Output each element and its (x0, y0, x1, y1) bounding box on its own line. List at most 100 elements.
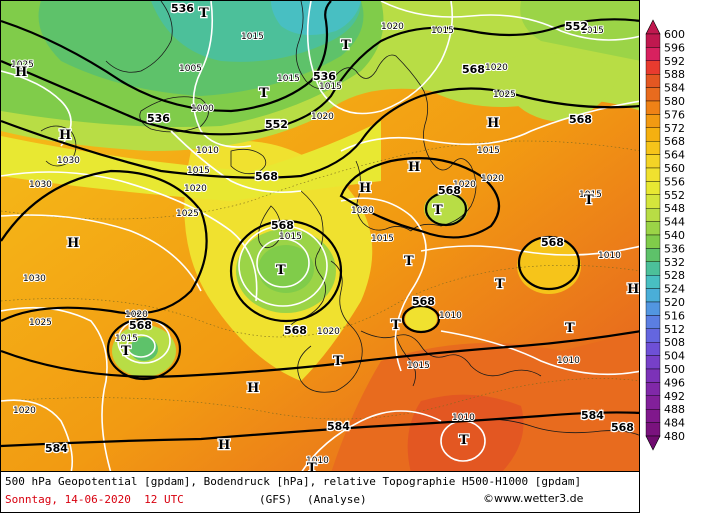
low-poland (424, 192, 468, 226)
legend-value: 536 (664, 242, 685, 255)
legend-value: 560 (664, 162, 685, 175)
topo-line-3 (1, 378, 639, 420)
legend-value: 488 (664, 403, 685, 416)
geopotential-label: 536 (147, 112, 170, 125)
contour-568-biscay (229, 219, 343, 323)
isobar-1020-sw (1, 399, 74, 471)
isobar-1020-north (170, 130, 302, 194)
low-pressure-symbol: T (333, 354, 343, 369)
isobar-1015-biscay (256, 238, 310, 288)
weather-map: 1015 1015 1015 1015 1015 1005 1000 1010 … (0, 0, 640, 472)
high-pressure-symbol: H (59, 128, 71, 143)
geopotential-label: 568 (462, 63, 485, 76)
map-footer: 500 hPa Geopotential [gpdam], Bodendruck… (0, 472, 640, 513)
pressure-label: 1010 (557, 356, 580, 366)
legend-swatch (645, 207, 661, 222)
legend-swatch (645, 47, 661, 62)
geopotential-label-group: 536 536 536 552 552 568 568 568 568 568 … (44, 1, 635, 456)
legend-value: 600 (664, 28, 685, 41)
geopotential-label: 552 (265, 118, 288, 131)
contour-584 (1, 411, 639, 448)
legend-value: 492 (664, 390, 685, 403)
legend-value: 584 (664, 82, 685, 95)
isobar-1015-scand (306, 1, 454, 115)
coast-scandinavia-west (295, 1, 422, 89)
low-pressure-symbol: T (307, 461, 317, 472)
isobar-1010-north (192, 1, 252, 148)
high-pressure-symbol: H (15, 65, 27, 80)
legend-value: 564 (664, 149, 685, 162)
low-balkans (405, 307, 437, 331)
isobar-1025-east (340, 100, 639, 152)
geopotential-label: 568 (129, 319, 152, 332)
pressure-label: 1015 (477, 146, 500, 156)
geopotential-label: 568 (438, 184, 461, 197)
geopotential-label: 552 (565, 20, 588, 33)
isobar-1015-central (340, 197, 427, 372)
isobar-1015-low (126, 334, 156, 358)
legend-swatch (645, 127, 661, 142)
coast-greenland-east (105, 1, 173, 73)
cool-corner-northeast (520, 1, 639, 61)
topography-lines (1, 140, 639, 420)
legend-value: 508 (664, 336, 685, 349)
legend-value: 572 (664, 122, 685, 135)
pressure-label: 1015 (115, 334, 138, 344)
pressure-label-group: 1015 1015 1015 1015 1015 1005 1000 1010 … (10, 21, 622, 467)
pressure-label: 1010 (598, 251, 621, 261)
low-pressure-symbol: T (199, 6, 209, 21)
model-name: (GFS) (259, 493, 293, 506)
legend-swatch (645, 167, 661, 182)
website-credit[interactable]: ©www.wetter3.de (483, 492, 584, 505)
legend-swatch (645, 368, 661, 383)
pressure-label: 1030 (57, 156, 80, 166)
legend-swatch (645, 73, 661, 88)
legend-value: 484 (664, 417, 685, 430)
low-pressure-symbol: T (565, 321, 575, 336)
legend-value: 576 (664, 108, 685, 121)
contour-576-south (1, 330, 639, 378)
pressure-label: 1000 (191, 104, 214, 114)
legend-swatch (645, 114, 661, 129)
isobar-1010-east (440, 330, 639, 376)
pressure-label: 1030 (29, 180, 52, 190)
low-pressure-symbol: T (404, 254, 414, 269)
geopotential-label: 584 (327, 420, 350, 433)
legend-value: 540 (664, 229, 685, 242)
pressure-label: 1015 (319, 82, 342, 92)
pressure-label: 1015 (407, 361, 430, 371)
pressure-label: 1010 (439, 311, 462, 321)
legend-value: 544 (664, 216, 685, 229)
high-pressure-symbol: H (67, 236, 79, 251)
isobar-1020-biscay (238, 225, 328, 307)
coast-iceland (139, 96, 209, 133)
pressure-label: 1010 (452, 413, 475, 423)
pressure-label: 1010 (306, 456, 329, 466)
pressure-label: 1005 (179, 64, 202, 74)
legend-swatch (645, 100, 661, 115)
legend-arrow-top (645, 19, 661, 35)
low-pressure-symbol: T (276, 263, 286, 278)
pressure-label: 1025 (493, 90, 516, 100)
contour-568-balkans (401, 304, 441, 334)
pressure-label: 1020 (125, 310, 148, 320)
legend-value: 552 (664, 189, 685, 202)
high-pressure-symbol: H (627, 282, 639, 297)
high-pressure-symbol: H (247, 381, 259, 396)
pressure-label: 1015 (431, 26, 454, 36)
legend-value: 524 (664, 283, 685, 296)
legend-swatch (645, 221, 661, 236)
legend-swatch (645, 181, 661, 195)
geopotential-label: 568 (541, 236, 564, 249)
high-symbol-group: H H H H H H H H H (14, 64, 639, 455)
low-symbol-group: T T T T T T T T T T T T T T (120, 5, 596, 472)
contour-568-north (1, 87, 639, 179)
legend-swatch (645, 60, 661, 75)
topo-line-2 (1, 265, 639, 338)
cool-patch-northeast (501, 53, 621, 121)
pressure-label: 1020 (481, 174, 504, 184)
isobar-1015-south (301, 410, 442, 471)
geopotential-label: 536 (313, 70, 336, 83)
legend-value: 480 (664, 430, 685, 443)
pressure-label: 1015 (279, 232, 302, 242)
